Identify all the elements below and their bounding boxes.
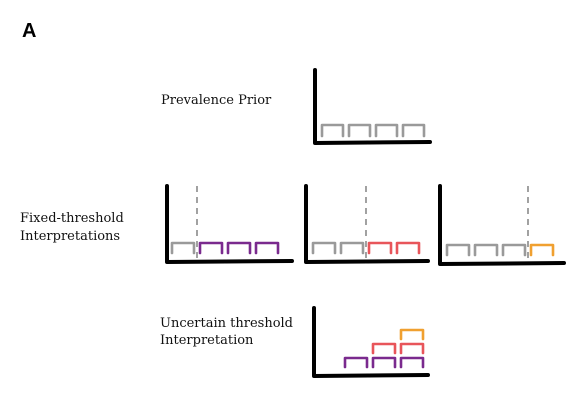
prior-axes (313, 68, 432, 145)
fixed-panel-bin (311, 241, 337, 255)
fixed-panel-bin (367, 241, 393, 255)
fixed-panel-axes (438, 184, 566, 266)
fixed-panel-bin (473, 243, 499, 257)
fixed-panel-bin (445, 243, 471, 257)
fixed-threshold-label-line1: Fixed-threshold (20, 211, 124, 226)
uncertain-stack-bin (399, 342, 425, 355)
prior-bin (320, 123, 345, 138)
uncertain-threshold-label-line1: Uncertain threshold (160, 316, 294, 331)
fixed-threshold-label-line2: Interpretations (20, 229, 121, 244)
fixed-panel-bin (529, 243, 555, 257)
prevalence-prior-label: Prevalence Prior (161, 93, 272, 108)
prior-bin (374, 123, 399, 138)
uncertain-stack-bin (343, 356, 369, 369)
uncertain-stack-bin (399, 328, 425, 341)
uncertain-stack-bin (399, 356, 425, 369)
fixed-panel-bin (254, 241, 280, 255)
prior-bin (401, 123, 426, 138)
fixed-panel-bin (395, 241, 421, 255)
fixed-panel-axes (304, 184, 430, 264)
uncertain-threshold-label-line2: Interpretation (160, 333, 254, 348)
fixed-panel-axes (165, 184, 294, 264)
uncertain-stack-bin (371, 342, 397, 355)
fixed-panel-bin (198, 241, 224, 255)
prior-bin (347, 123, 372, 138)
fixed-panel-bin (170, 241, 196, 255)
uncertain-stack-bin (371, 356, 397, 369)
fixed-panel-bin (501, 243, 527, 257)
panel-letter: A (22, 20, 37, 42)
uncertain-axes (312, 306, 430, 378)
fixed-panel-bin (339, 241, 365, 255)
fixed-panel-bin (226, 241, 252, 255)
